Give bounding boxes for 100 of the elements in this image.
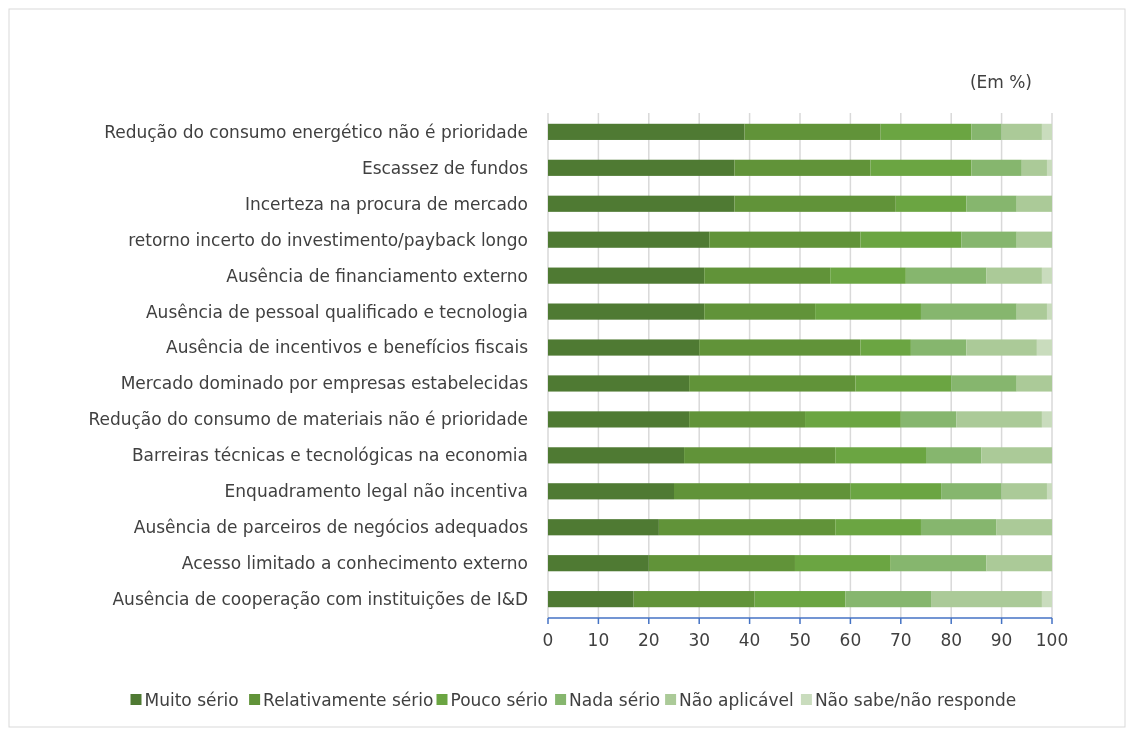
bar <box>1016 303 1047 320</box>
y-tick-label: Enquadramento legal não incentiva <box>224 481 528 502</box>
bar <box>734 195 896 212</box>
bar <box>850 483 942 500</box>
bar <box>1001 483 1047 500</box>
bar <box>1021 159 1047 176</box>
bar <box>548 375 690 392</box>
bar <box>966 195 1017 212</box>
x-tick-label: 90 <box>990 630 1013 650</box>
bar <box>548 411 690 428</box>
legend-label: Relativamente sério <box>263 689 434 710</box>
bar <box>548 303 705 320</box>
bar <box>966 339 1037 356</box>
bar <box>1041 267 1052 284</box>
y-tick-label: Ausência de parceiros de negócios adequados <box>133 517 529 538</box>
x-tick-label: 100 <box>1035 630 1069 650</box>
bar <box>658 519 836 536</box>
y-tick-label: Barreiras técnicas e tecnológicas na economia <box>131 445 528 466</box>
y-tick-label: Redução do consumo de materiais não é prioridade <box>88 409 528 430</box>
bar <box>548 339 700 356</box>
bar <box>734 159 871 176</box>
bar <box>956 411 1042 428</box>
x-tick-label: 0 <box>542 630 554 650</box>
bar <box>548 123 745 140</box>
bar <box>548 195 735 212</box>
bar <box>689 411 806 428</box>
bar <box>548 231 710 248</box>
y-tick-label: retorno incerto do investimento/payback longo <box>128 229 528 250</box>
bar <box>920 303 1017 320</box>
bar <box>754 591 846 608</box>
bar <box>794 555 891 572</box>
x-tick-label: 20 <box>637 630 660 650</box>
bar <box>548 447 685 464</box>
bar <box>971 123 1002 140</box>
bar <box>709 231 861 248</box>
bar <box>981 447 1052 464</box>
bar <box>1046 303 1052 320</box>
bar <box>548 555 649 572</box>
bar <box>1016 375 1052 392</box>
bar <box>648 555 795 572</box>
bar <box>890 555 987 572</box>
legend-label: Muito sério <box>144 689 239 710</box>
x-tick-label: 30 <box>688 630 711 650</box>
bar <box>1016 231 1052 248</box>
bar <box>986 267 1042 284</box>
bar <box>941 483 1002 500</box>
bar <box>855 375 952 392</box>
legend-label: Nada sério <box>569 689 661 710</box>
bar <box>880 123 972 140</box>
y-tick-label: Escassez de fundos <box>361 157 529 178</box>
bar <box>548 267 705 284</box>
y-tick-label: Redução do consumo energético não é prioridade <box>104 121 528 142</box>
y-tick-label: Ausência de cooperação com instituições de I&D <box>112 589 528 610</box>
bar <box>1041 123 1052 140</box>
bar <box>1041 411 1052 428</box>
legend-label: Não sabe/não responde <box>814 689 1017 710</box>
bar <box>835 519 921 536</box>
bar <box>1016 195 1052 212</box>
bar <box>699 339 861 356</box>
bar <box>1041 591 1052 608</box>
bar <box>704 267 831 284</box>
bar <box>548 591 634 608</box>
bar <box>830 267 906 284</box>
bar <box>815 303 921 320</box>
bar <box>633 591 755 608</box>
bar <box>704 303 816 320</box>
x-tick-label: 70 <box>889 630 912 650</box>
bar <box>870 159 972 176</box>
y-tick-label: Ausência de financiamento externo <box>226 265 528 286</box>
bar <box>920 519 997 536</box>
y-tick-label: Acesso limitado a conhecimento externo <box>181 553 528 574</box>
bar <box>961 231 1017 248</box>
bar <box>996 519 1052 536</box>
legend-label: Não aplicável <box>679 689 794 710</box>
x-tick-label: 40 <box>738 630 761 650</box>
bar <box>1036 339 1052 356</box>
bar <box>845 591 932 608</box>
bar <box>548 483 674 500</box>
bar <box>895 195 967 212</box>
y-tick-label: Ausência de pessoal qualificado e tecnologia <box>145 301 528 322</box>
bar <box>1001 123 1042 140</box>
bar <box>684 447 836 464</box>
bar <box>910 339 967 356</box>
y-tick-label: Ausência de incentivos e benefícios fiscais <box>166 337 529 358</box>
text: (Em %) <box>969 72 1032 92</box>
bar <box>951 375 1017 392</box>
bar <box>860 339 911 356</box>
bar <box>926 447 982 464</box>
x-tick-label: 80 <box>940 630 963 650</box>
y-tick-label: Incerteza na procura de mercado <box>244 193 528 214</box>
bar <box>548 159 735 176</box>
x-tick-label: 50 <box>789 630 811 650</box>
bar <box>1046 483 1052 500</box>
bar <box>900 411 957 428</box>
bar <box>835 447 926 464</box>
x-tick-label: 10 <box>587 630 610 650</box>
y-tick-label: Mercado dominado por empresas estabelecidas <box>120 373 529 394</box>
bar <box>674 483 851 500</box>
bar <box>548 519 659 536</box>
bar <box>986 555 1052 572</box>
